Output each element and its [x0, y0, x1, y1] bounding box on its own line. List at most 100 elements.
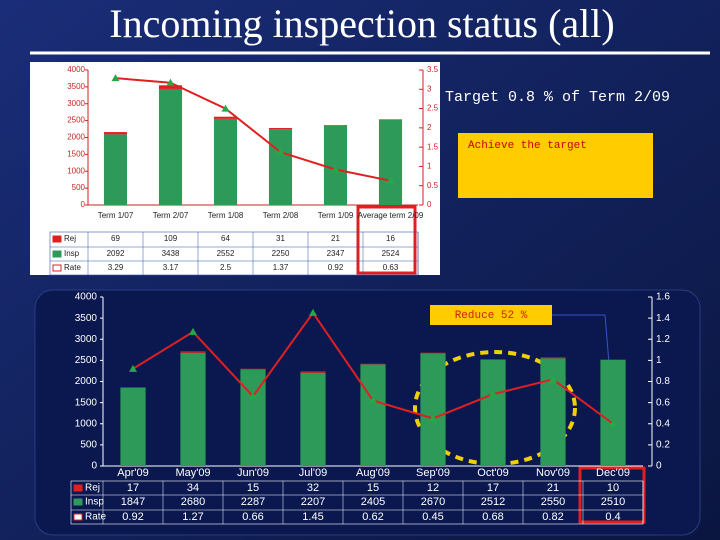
y-tick-label: 4000	[75, 292, 98, 303]
rate-marker	[111, 74, 120, 82]
table-cell: 69	[111, 234, 120, 243]
table-cell: 2510	[601, 496, 625, 508]
y2-tick-label: 0.6	[656, 397, 670, 408]
bar-segment	[540, 357, 566, 359]
table-cell: 34	[187, 482, 199, 494]
legend-swatch	[52, 250, 62, 258]
y2-tick-label: 0.5	[427, 181, 439, 190]
bar-segment	[420, 352, 446, 354]
table-cell: 15	[247, 482, 259, 494]
table-cell: 2287	[241, 496, 265, 508]
y-tick-label: 1500	[67, 149, 85, 158]
table-cell: 0.92	[122, 511, 143, 523]
legend-label: Rate	[64, 263, 81, 272]
table-cell: 21	[547, 482, 559, 494]
slide-title: Incoming inspection status (all)	[109, 1, 614, 46]
table-cell: 2680	[181, 496, 205, 508]
y2-tick-label: 1.5	[427, 142, 439, 151]
bar	[120, 387, 146, 466]
bar-segment	[378, 119, 403, 120]
rate-marker	[549, 375, 557, 383]
y2-tick-label: 0.2	[656, 440, 670, 451]
y2-tick-label: 3.5	[427, 65, 439, 74]
y2-tick-label: 1	[656, 355, 662, 366]
table-cell: 0.68	[482, 511, 503, 523]
y-tick-label: 2000	[67, 133, 85, 142]
y-tick-label: 1500	[75, 397, 98, 408]
rate-marker	[129, 364, 137, 372]
bar-segment	[158, 85, 183, 89]
bar	[268, 129, 293, 205]
x-tick-label: Average term 2/09	[358, 211, 424, 220]
bar	[600, 359, 626, 466]
y-tick-label: 0	[91, 461, 97, 472]
legend-swatch	[73, 498, 83, 506]
table-cell: 64	[221, 234, 230, 243]
bar	[378, 119, 403, 205]
rate-marker	[309, 308, 317, 316]
table-cell: 2524	[382, 249, 400, 258]
table-cell: 15	[367, 482, 379, 494]
y-tick-label: 2500	[75, 355, 98, 366]
target-box-text: Achieve the target	[468, 140, 587, 152]
x-tick-label: Term 1/07	[98, 211, 134, 220]
y2-tick-label: 2.5	[427, 104, 439, 113]
rate-marker	[249, 392, 257, 400]
bar-segment	[103, 132, 128, 135]
legend-label: Insp	[85, 497, 104, 508]
table-cell: 109	[164, 234, 178, 243]
annotation-box	[430, 305, 552, 325]
x-tick-label: Dec'09	[596, 467, 630, 479]
table-cell: 17	[127, 482, 139, 494]
table-cell: 2512	[481, 496, 505, 508]
target-box	[458, 133, 653, 198]
legend-swatch	[52, 264, 62, 272]
x-tick-label: May'09	[175, 467, 210, 479]
rate-marker	[276, 148, 285, 156]
bar	[213, 118, 238, 205]
rate-marker	[489, 390, 497, 398]
target-note: Target 0.8 % of Term 2/09	[445, 89, 670, 106]
x-tick-label: Sep'09	[416, 467, 450, 479]
y-tick-label: 1000	[67, 166, 85, 175]
table-cell: 0.82	[542, 511, 563, 523]
bar	[300, 372, 326, 466]
rate-marker	[429, 414, 437, 422]
bar-segment	[480, 359, 506, 360]
y-tick-label: 500	[80, 440, 97, 451]
legend-label: Rate	[85, 512, 107, 523]
x-tick-label: Term 1/08	[208, 211, 244, 220]
y2-tick-label: 3	[427, 84, 432, 93]
table-cell: 31	[276, 234, 285, 243]
bar	[480, 359, 506, 466]
bar	[103, 134, 128, 205]
bar	[360, 364, 386, 466]
table-cell: 32	[307, 482, 319, 494]
table-cell: 12	[427, 482, 439, 494]
table-cell: 2092	[107, 249, 125, 258]
rate-marker	[189, 327, 197, 335]
table-cell: 0.45	[422, 511, 443, 523]
y-tick-label: 3000	[75, 334, 98, 345]
rate-marker	[369, 396, 377, 404]
legend-label: Rej	[85, 483, 100, 494]
annotation: Reduce 52 %	[455, 310, 528, 322]
y2-tick-label: 0.4	[656, 418, 670, 429]
y-tick-label: 4000	[67, 65, 85, 74]
x-tick-label: Nov'09	[536, 467, 570, 479]
table-cell: 2207	[301, 496, 325, 508]
x-tick-label: Term 1/09	[318, 211, 354, 220]
table-cell: 21	[331, 234, 340, 243]
table-cell: 0.62	[362, 511, 383, 523]
rate-marker	[331, 165, 340, 173]
rate-marker	[609, 419, 617, 427]
y2-tick-label: 1.6	[656, 292, 670, 303]
table-cell: 10	[607, 482, 619, 494]
y2-tick-label: 0.8	[656, 376, 670, 387]
legend-swatch	[73, 513, 83, 521]
bar-segment	[120, 387, 146, 388]
bar-segment	[180, 351, 206, 353]
bar-segment	[268, 128, 293, 130]
table-cell: 0.66	[242, 511, 263, 523]
